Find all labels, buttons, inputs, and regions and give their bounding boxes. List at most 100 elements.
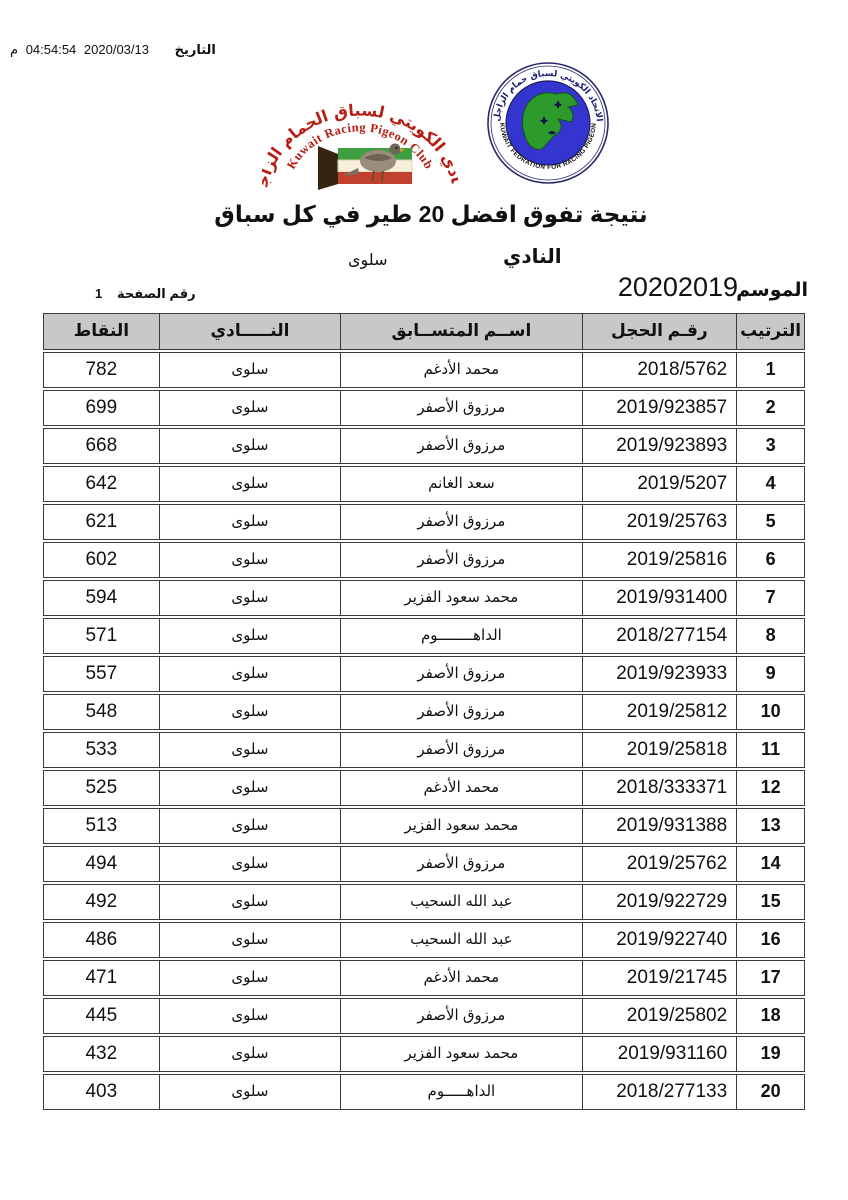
club-logo-graphic: النادي الكويتي لسباق الحمام الزاجل Kuwai… [252, 47, 467, 190]
report-date-line: التاريخ 2020/03/13 04:54:54 م [6, 42, 216, 58]
federation-logo: الاتحاد الكويتي لسباق حمام الزاجل KUWAIT… [486, 60, 610, 191]
rank-cell: 9 [736, 657, 804, 691]
table-row: 9 2019/923933 مرزوق الأصفر سلوى 557 [43, 656, 805, 692]
rank-cell: 10 [736, 695, 804, 729]
points-cell: 699 [85, 397, 118, 418]
points-cell: 471 [85, 967, 118, 988]
competitor-name-cell: محمد الأدغم [340, 353, 581, 387]
rank-cell: 17 [736, 961, 804, 995]
table-row: 2 2019/923857 مرزوق الأصفر سلوى 699 [43, 390, 805, 426]
header-competitor-name: اســم المتســابق [340, 314, 581, 349]
points-cell: 533 [85, 739, 118, 760]
table-row: 20 2018/277133 الداهـــــوم سلوى 403 [43, 1074, 805, 1110]
club-cell: سلوى [158, 695, 341, 729]
competitor-name-cell: مرزوق الأصفر [340, 847, 581, 881]
club-cell: سلوى [158, 467, 341, 501]
ring-number-cell: 2018/277133 [581, 1075, 737, 1109]
club-cell: سلوى [158, 1037, 341, 1071]
ring-number-cell: 2019/5207 [581, 467, 737, 501]
season-label: الموسم [736, 280, 808, 301]
rank-cell: 19 [736, 1037, 804, 1071]
ring-number-cell: 2019/931400 [581, 581, 737, 615]
ring-number-cell: 2018/277154 [581, 619, 737, 653]
club-cell: سلوى [158, 847, 341, 881]
rank-cell: 11 [736, 733, 804, 767]
time-value: 04:54:54 [25, 42, 77, 57]
table-row: 4 2019/5207 سعد الغانم سلوى 642 [43, 466, 805, 502]
competitor-name-cell: سعد الغانم [340, 467, 581, 501]
page-number-value: 1 [95, 286, 103, 301]
rank-cell: 20 [736, 1075, 804, 1109]
ring-number-cell: 2019/25812 [581, 695, 737, 729]
table-row: 16 2019/922740 عبد الله السحيب سلوى 486 [43, 922, 805, 958]
club-label: النادي [503, 246, 562, 268]
competitor-name-cell: محمد سعود الفزير [340, 809, 581, 843]
competitor-name-cell: محمد الأدغم [340, 961, 581, 995]
club-cell: سلوى [158, 619, 341, 653]
report-title: نتيجة تفوق افضل 20 طير في كل سباق [214, 201, 648, 227]
header-ring-number: رقـم الحجل [581, 314, 737, 349]
points-cell: 557 [85, 663, 118, 684]
rank-cell: 1 [736, 353, 804, 387]
rank-cell: 4 [736, 467, 804, 501]
club-value: سلوى [348, 252, 388, 269]
pigeon-icon [342, 143, 405, 183]
points-cell: 403 [85, 1081, 118, 1102]
competitor-name-cell: مرزوق الأصفر [340, 505, 581, 539]
results-table: الترتيب رقـم الحجل اســم المتســابق النـ… [43, 313, 805, 1112]
competitor-name-cell: مرزوق الأصفر [340, 733, 581, 767]
federation-logo-graphic: الاتحاد الكويتي لسباق حمام الزاجل KUWAIT… [487, 62, 609, 184]
table-row: 13 2019/931388 محمد سعود الفزير سلوى 513 [43, 808, 805, 844]
table-row: 18 2019/25802 مرزوق الأصفر سلوى 445 [43, 998, 805, 1034]
competitor-name-cell: الداهــــــــوم [340, 619, 581, 653]
competitor-name-cell: عبد الله السحيب [340, 923, 581, 957]
header-club: النـــــادي [158, 314, 341, 349]
table-row: 14 2019/25762 مرزوق الأصفر سلوى 494 [43, 846, 805, 882]
table-row: 1 2018/5762 محمد الأدغم سلوى 782 [43, 352, 805, 388]
rank-cell: 13 [736, 809, 804, 843]
points-cell: 432 [85, 1043, 118, 1064]
points-cell: 642 [85, 473, 118, 494]
rank-cell: 2 [736, 391, 804, 425]
club-cell: سلوى [158, 657, 341, 691]
points-cell: 571 [85, 625, 118, 646]
club-cell: سلوى [158, 353, 341, 387]
ring-number-cell: 2018/5762 [581, 353, 737, 387]
rank-cell: 8 [736, 619, 804, 653]
club-cell: سلوى [158, 505, 341, 539]
date-label: التاريخ [174, 42, 216, 57]
rank-cell: 7 [736, 581, 804, 615]
table-header-row: الترتيب رقـم الحجل اســم المتســابق النـ… [43, 313, 805, 350]
club-cell: سلوى [158, 391, 341, 425]
competitor-name-cell: مرزوق الأصفر [340, 543, 581, 577]
map-pigeons-icon [540, 101, 562, 135]
ring-number-cell: 2019/25816 [581, 543, 737, 577]
rank-cell: 16 [736, 923, 804, 957]
rank-cell: 3 [736, 429, 804, 463]
table-row: 15 2019/922729 عبد الله السحيب سلوى 492 [43, 884, 805, 920]
rank-cell: 18 [736, 999, 804, 1033]
club-cell: سلوى [158, 1075, 341, 1109]
club-cell: سلوى [158, 809, 341, 843]
points-cell: 486 [85, 929, 118, 950]
season-value: 20202019 [617, 272, 738, 302]
ring-number-cell: 2019/922729 [581, 885, 737, 919]
table-row: 12 2018/333371 محمد الأدغم سلوى 525 [43, 770, 805, 806]
competitor-name-cell: الداهـــــوم [340, 1075, 581, 1109]
club-cell: سلوى [158, 581, 341, 615]
table-row: 3 2019/923893 مرزوق الأصفر سلوى 668 [43, 428, 805, 464]
table-body: 1 2018/5762 محمد الأدغم سلوى 782 2 2019/… [43, 352, 805, 1110]
ring-number-cell: 2019/25802 [581, 999, 737, 1033]
ring-number-cell: 2019/923933 [581, 657, 737, 691]
ring-number-cell: 2019/923857 [581, 391, 737, 425]
points-cell: 548 [85, 701, 118, 722]
competitor-name-cell: عبد الله السحيب [340, 885, 581, 919]
points-cell: 602 [85, 549, 118, 570]
ring-number-cell: 2018/333371 [581, 771, 737, 805]
rank-cell: 14 [736, 847, 804, 881]
points-cell: 525 [85, 777, 118, 798]
club-cell: سلوى [158, 733, 341, 767]
ring-number-cell: 2019/923893 [581, 429, 737, 463]
competitor-name-cell: محمد سعود الفزير [340, 1037, 581, 1071]
